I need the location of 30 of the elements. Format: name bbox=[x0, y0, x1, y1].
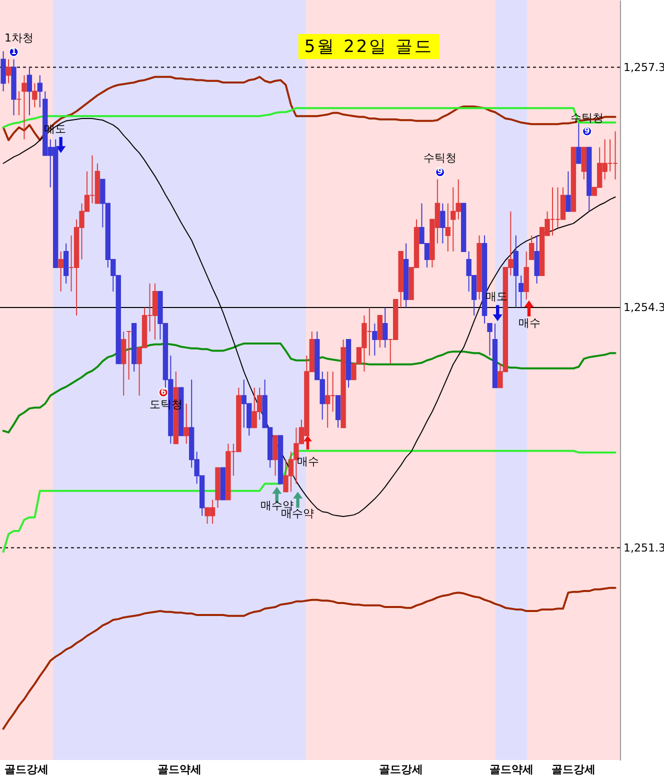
candlestick bbox=[6, 58, 12, 84]
candlestick bbox=[566, 170, 571, 212]
candlestick bbox=[32, 82, 38, 108]
candlestick bbox=[576, 122, 582, 164]
annotation: 수틱청 bbox=[424, 152, 457, 165]
line-series bbox=[2, 76, 616, 142]
text: 골드강세 bbox=[552, 763, 596, 776]
candlestick bbox=[382, 307, 388, 348]
annotation: 1차청 bbox=[4, 31, 34, 44]
text: 골드강세 bbox=[378, 763, 423, 776]
candlestick bbox=[58, 250, 64, 292]
candlestick bbox=[487, 323, 492, 356]
annotation: 6 bbox=[160, 387, 167, 396]
text: 골드강세 bbox=[4, 763, 48, 776]
annotation: 매수 bbox=[518, 316, 541, 330]
candlestick bbox=[37, 74, 43, 108]
candlestick bbox=[529, 234, 534, 260]
candlestick bbox=[184, 403, 189, 444]
candlestick bbox=[22, 74, 27, 140]
annotation: 매수 bbox=[297, 455, 320, 468]
text: 골드약세 bbox=[489, 763, 534, 776]
candlestick bbox=[26, 66, 32, 116]
text: 골드약세 bbox=[158, 763, 202, 776]
candlestick bbox=[440, 202, 446, 244]
text: 5월 22일 골드 bbox=[298, 34, 440, 59]
line-series bbox=[2, 342, 616, 434]
candlestick bbox=[445, 202, 450, 252]
candlestick bbox=[372, 323, 378, 356]
candlestick bbox=[518, 274, 524, 308]
line-series bbox=[2, 586, 616, 730]
